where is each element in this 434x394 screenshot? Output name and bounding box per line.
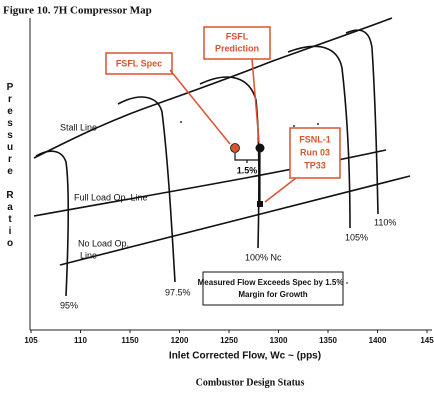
x-tick-label: 1400 <box>369 336 387 345</box>
x-tick-label: 145 <box>420 336 434 345</box>
stall-line <box>33 17 393 159</box>
x-tick-label: 110 <box>74 336 87 345</box>
speed-label: 95% <box>60 300 78 310</box>
dot <box>317 123 319 125</box>
speed-label: 105% <box>345 232 368 242</box>
measured-label: TP33 <box>304 160 326 170</box>
x-tick-label: 1250 <box>220 336 238 345</box>
x-tick-label: 1350 <box>319 336 337 345</box>
measured-point <box>257 201 263 207</box>
line-labels: Stall Line Full Load Op. Line No Load Op… <box>60 122 396 310</box>
prediction-label: Prediction <box>215 43 259 53</box>
caption: Combustor Design Status <box>196 377 305 388</box>
delta-bracket <box>234 153 260 163</box>
stall-line-label: Stall Line <box>60 122 97 132</box>
prediction-callout-box <box>203 26 271 60</box>
prediction-label: FSFL <box>226 31 249 41</box>
speed-line <box>35 150 70 297</box>
note-text: Measured Flow Exceeds Spec by 1.5% - <box>198 278 349 287</box>
speed-line <box>287 45 351 229</box>
callout-texts: FSFL Spec FSFL Prediction FSNL-1 Run 03 … <box>116 31 349 299</box>
note-text: Margin for Growth <box>238 290 307 299</box>
dot <box>180 121 182 123</box>
delta-label: 1.5% <box>237 165 258 175</box>
spec-point <box>230 143 240 153</box>
measured-label: Run 03 <box>300 147 330 157</box>
x-tick-label: 1150 <box>121 336 139 345</box>
no-load-label: Line <box>80 250 97 260</box>
full-load-label: Full Load Op. Line <box>74 192 148 202</box>
speed-label: 97.5% <box>165 287 191 297</box>
figure-title: Figure 10. 7H Compressor Map <box>3 5 152 17</box>
dot <box>293 125 295 127</box>
no-load-op-line <box>59 175 411 266</box>
note-box <box>202 271 344 306</box>
prediction-arrow <box>251 58 260 143</box>
x-axis-label: Inlet Corrected Flow, Wc ~ (pps) <box>169 351 321 362</box>
x-tick-label: 1200 <box>171 336 189 345</box>
y-axis-label: Pressure Ratio <box>5 82 16 250</box>
spec-label: FSFL Spec <box>116 58 162 68</box>
speed-label: 100% Nc <box>245 252 282 262</box>
x-tick-label: 1300 <box>270 336 288 345</box>
spec-arrow <box>169 69 231 145</box>
x-tick-label: 105 <box>24 336 38 345</box>
measured-callout-box <box>289 127 341 179</box>
speed-line <box>345 29 379 215</box>
speed-label: 110% <box>374 217 396 227</box>
measured-label: FSNL-1 <box>299 134 331 144</box>
measured-arrow <box>264 177 297 203</box>
no-load-label: No Load Op. <box>78 238 129 248</box>
prediction-point <box>255 143 265 153</box>
spec-callout-box <box>105 52 173 75</box>
speed-line <box>117 96 176 283</box>
